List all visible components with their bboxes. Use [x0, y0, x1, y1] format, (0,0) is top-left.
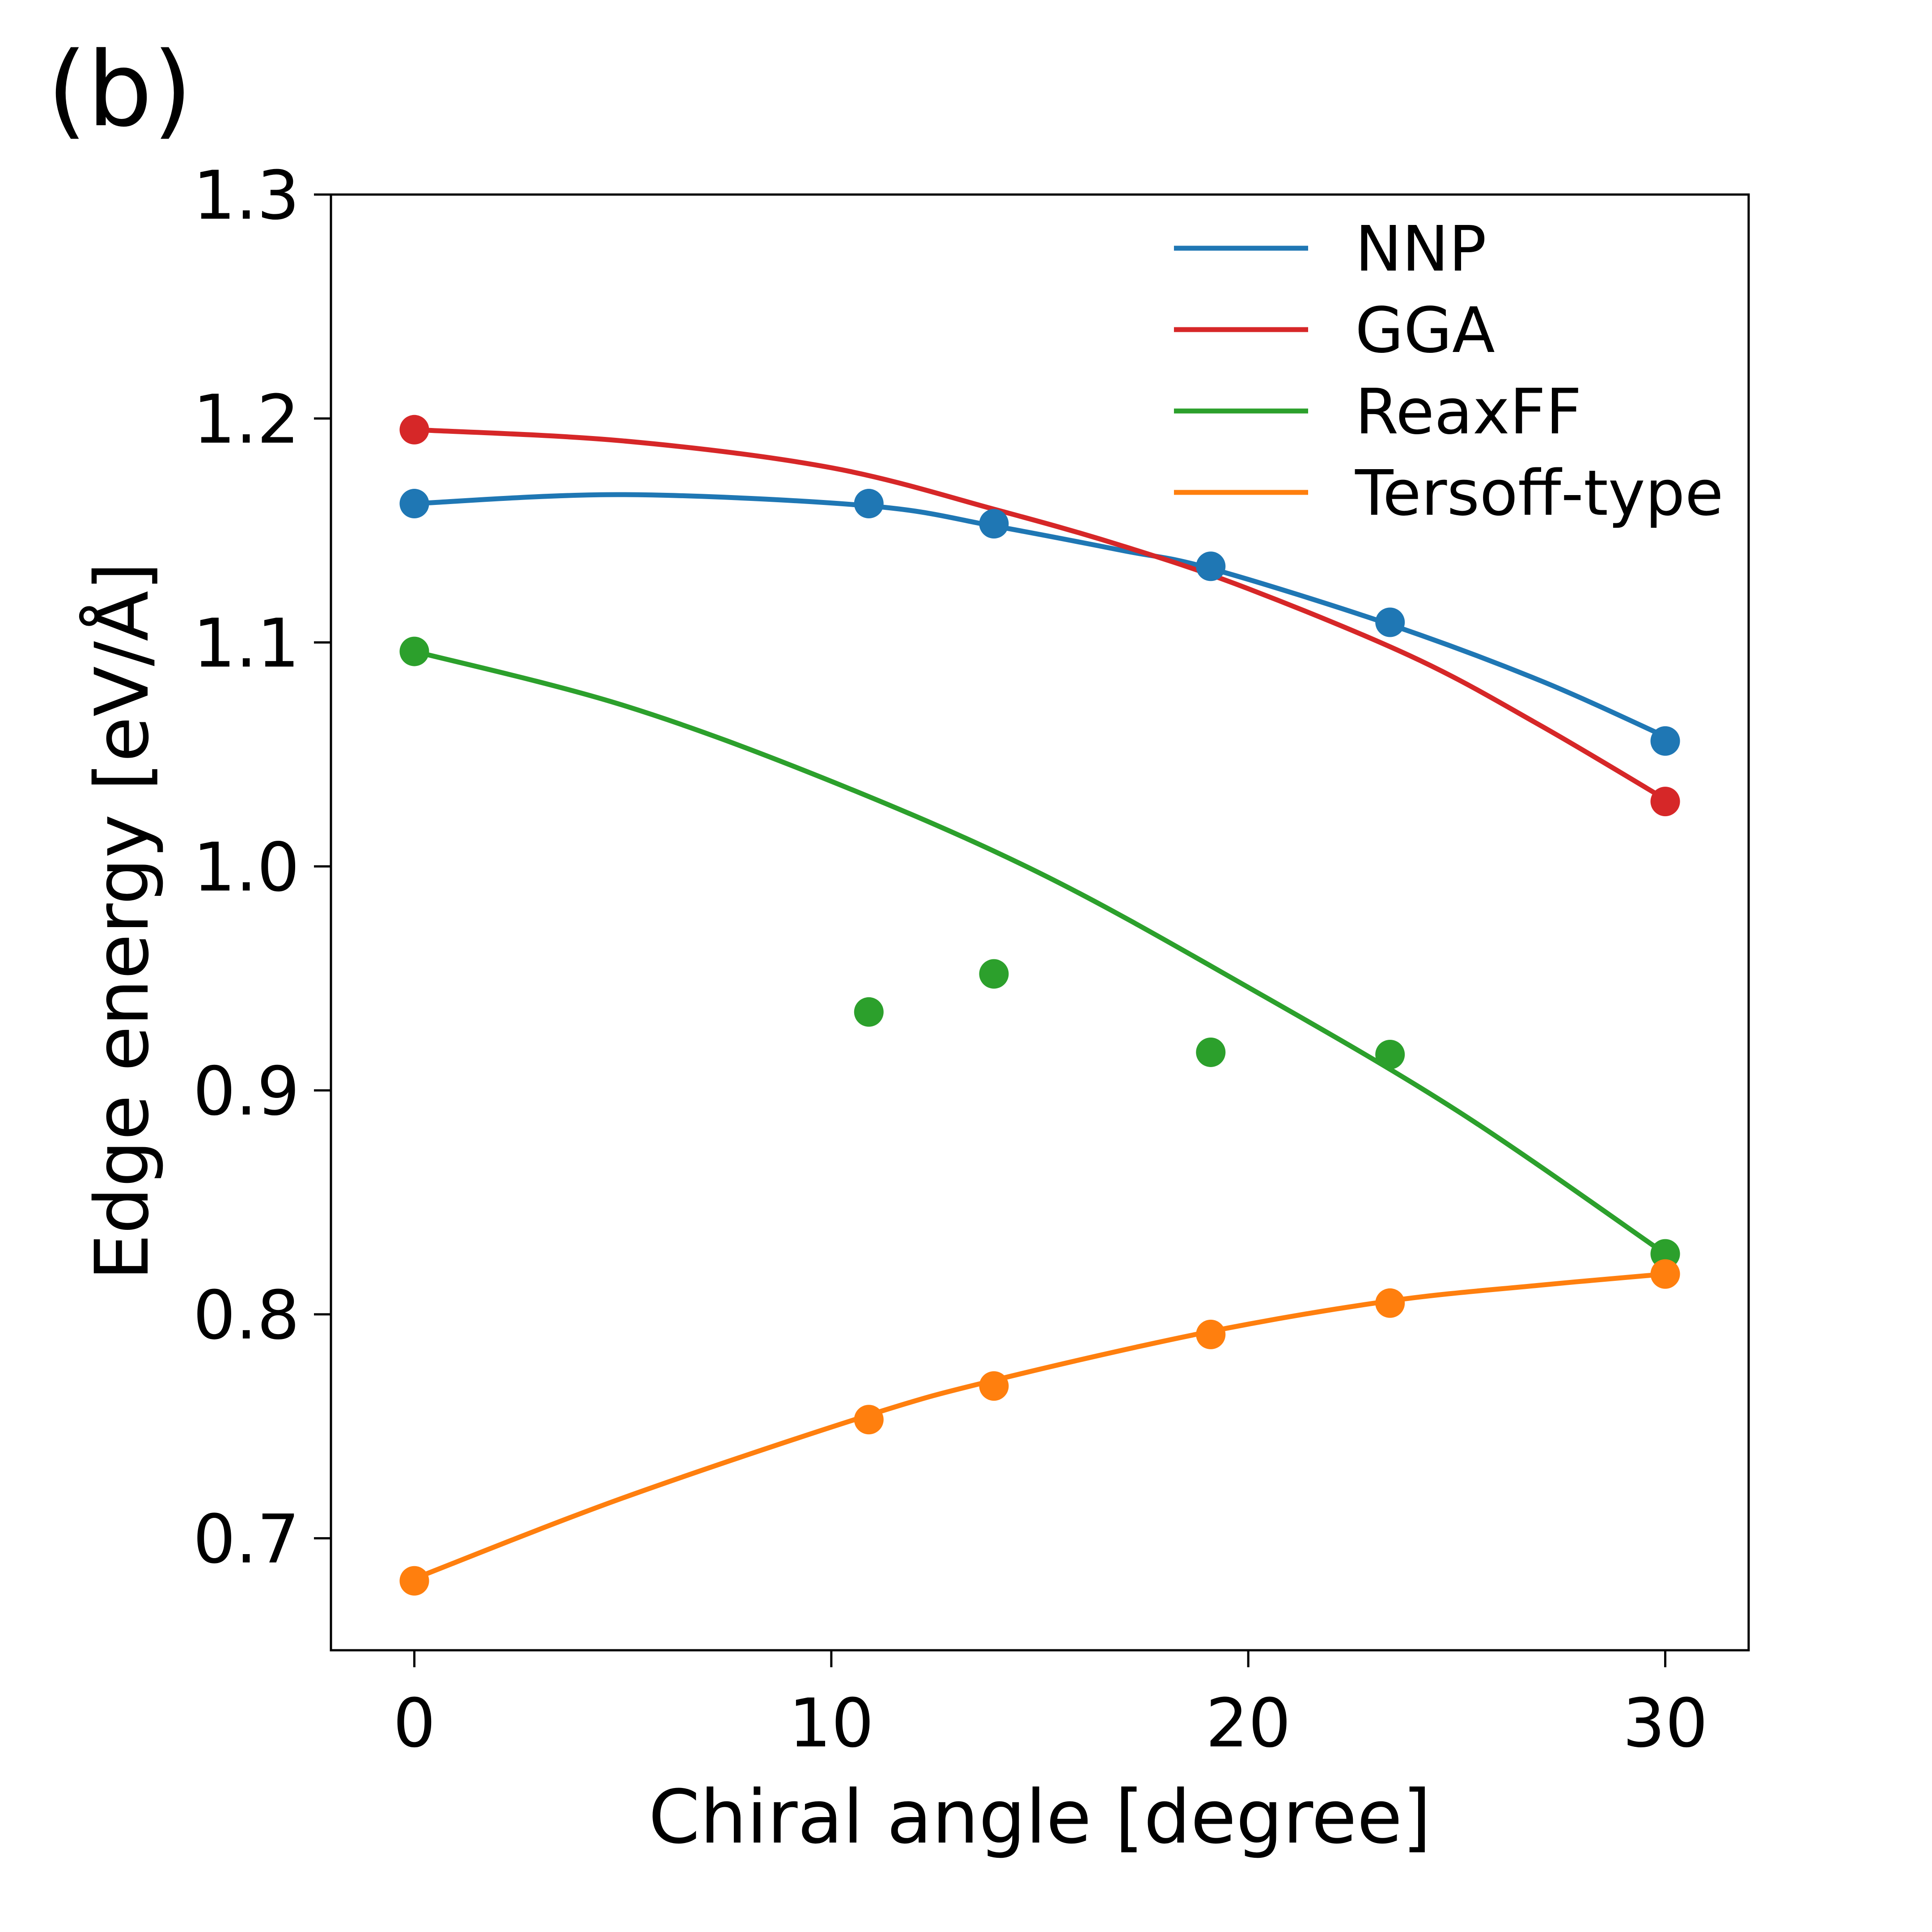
data-point-tersoff-type	[1196, 1319, 1226, 1349]
data-point-reaxff	[1196, 1037, 1226, 1067]
legend-label-nnp: NNP	[1355, 213, 1487, 286]
data-point-tersoff-type	[399, 1566, 429, 1596]
x-tick-label: 30	[1623, 1685, 1708, 1763]
x-tick-label: 10	[788, 1685, 874, 1763]
legend-label-tersoff-type: Tersoff-type	[1355, 457, 1724, 530]
y-tick-label: 1.0	[193, 829, 300, 907]
y-axis-title: Edge energy [eV/Å]	[79, 562, 165, 1281]
panel-label: (b)	[47, 30, 192, 150]
x-tick-label: 0	[393, 1685, 436, 1763]
data-point-gga	[1650, 787, 1680, 817]
data-point-nnp	[854, 489, 884, 519]
legend: NNP GGA ReaxFF Tersoff-type	[1174, 213, 1724, 530]
plot-frame	[330, 193, 1750, 1652]
legend-label-reaxff: ReaxFF	[1355, 376, 1582, 449]
y-tick-label: 1.3	[193, 157, 300, 235]
fit-line-nnp	[412, 492, 1668, 739]
fit-line-reaxff	[412, 649, 1668, 1257]
y-tick-label: 0.7	[193, 1501, 300, 1579]
data-points	[399, 415, 1680, 1596]
data-point-nnp	[979, 509, 1009, 539]
data-point-tersoff-type	[1650, 1259, 1680, 1289]
data-point-nnp	[1375, 607, 1405, 637]
data-point-tersoff-type	[1375, 1288, 1405, 1318]
data-point-tersoff-type	[854, 1405, 884, 1435]
data-point-gga	[399, 415, 429, 445]
fit-curves	[412, 427, 1668, 1581]
legend-label-gga: GGA	[1355, 294, 1495, 367]
x-axis-ticks: 0 10 20 30	[393, 1650, 1708, 1763]
data-point-reaxff	[854, 997, 884, 1027]
fit-line-tersoff-type	[412, 1271, 1668, 1581]
y-tick-label: 0.9	[193, 1053, 300, 1131]
data-point-tersoff-type	[979, 1371, 1009, 1401]
fit-line-gga	[412, 427, 1668, 802]
data-point-nnp	[399, 489, 429, 519]
y-tick-label: 0.8	[193, 1277, 300, 1355]
data-point-reaxff	[1375, 1039, 1405, 1069]
x-axis-title: Chiral angle [degree]	[648, 1774, 1431, 1860]
data-point-reaxff	[399, 636, 429, 666]
data-point-nnp	[1650, 726, 1680, 756]
y-axis-ticks: 0.7 0.8 0.9 1.0 1.1 1.2 1.3	[193, 157, 331, 1579]
y-tick-label: 1.1	[193, 605, 300, 683]
y-tick-label: 1.2	[193, 381, 300, 459]
x-tick-label: 20	[1206, 1685, 1291, 1763]
data-point-reaxff	[979, 959, 1009, 989]
data-point-nnp	[1196, 551, 1226, 581]
